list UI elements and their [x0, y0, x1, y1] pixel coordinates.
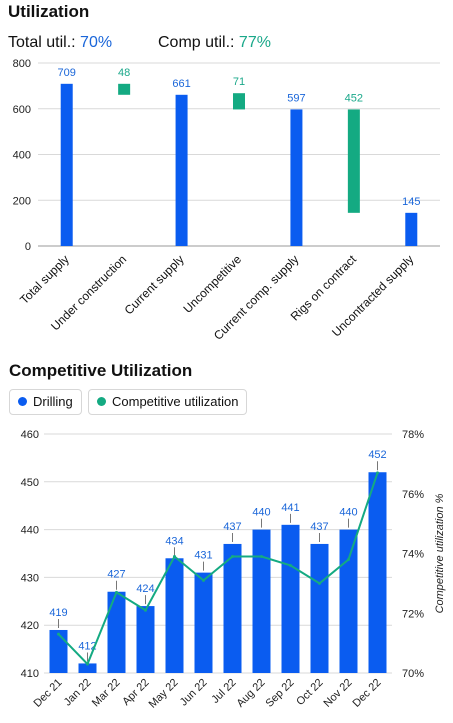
- drilling-data-label: 427: [107, 569, 125, 581]
- drilling-bar: [194, 572, 213, 673]
- y-tick-label: 460: [21, 429, 39, 441]
- drilling-data-label: 452: [368, 449, 386, 461]
- y-tick-label: 440: [21, 525, 39, 537]
- drilling-bar: [281, 524, 300, 673]
- waterfall-bar: [60, 83, 73, 246]
- waterfall-bar: [175, 94, 188, 246]
- legend-drilling-label: Drilling: [33, 394, 73, 409]
- total-util-value: 70%: [80, 34, 113, 51]
- y-tick-label: 600: [13, 104, 31, 116]
- utilization-stats: Total util.: 70% Comp util.: 77%: [8, 34, 448, 56]
- competitive-utilization-point: [202, 578, 205, 582]
- data-label: 71: [233, 76, 245, 88]
- competitive-utilization-point: [289, 563, 292, 567]
- drilling-data-label: 441: [281, 502, 299, 514]
- data-label: 709: [58, 67, 76, 79]
- competitive-utilization-point: [376, 471, 379, 475]
- drilling-bar: [368, 472, 387, 673]
- category-label: Total supply: [17, 252, 72, 307]
- competitive-utilization-point: [115, 590, 118, 594]
- drilling-bar: [252, 529, 271, 673]
- waterfall-bar: [233, 93, 245, 110]
- x-category-label: Nov 22: [321, 677, 354, 710]
- competitive-utilization-point: [173, 554, 176, 558]
- competitive-utilization-point: [318, 581, 321, 585]
- x-category-label: May 22: [147, 677, 181, 711]
- y-tick-label: 800: [13, 58, 31, 70]
- y-tick-label: 0: [25, 241, 31, 253]
- x-category-label: Jun 22: [178, 677, 210, 709]
- competitive-utilization-point: [57, 632, 60, 636]
- y-tick-label: 450: [21, 477, 39, 489]
- drilling-bar: [136, 606, 155, 673]
- data-label: 661: [172, 78, 190, 90]
- comp-util-value: 77%: [238, 34, 271, 51]
- competitive-utilization-point: [86, 662, 89, 666]
- waterfall-bar: [347, 109, 360, 213]
- comp-util-label: Comp util.:: [158, 34, 235, 51]
- drilling-bar: [49, 629, 68, 673]
- total-util-label: Total util.:: [8, 34, 76, 51]
- competitive-utilization-point: [231, 554, 234, 558]
- y2-tick-label: 72%: [402, 608, 424, 620]
- x-category-label: Dec 21: [31, 677, 64, 710]
- drilling-data-label: 424: [136, 583, 154, 595]
- utilization-title: Utilization: [8, 2, 90, 21]
- drilling-data-label: 434: [165, 535, 183, 547]
- drilling-data-label: 437: [223, 521, 241, 533]
- drilling-bar: [107, 591, 126, 673]
- drilling-data-label: 440: [339, 507, 357, 519]
- drilling-data-label: 419: [49, 607, 67, 619]
- y-tick-label: 200: [13, 195, 31, 207]
- competitive-utilization-point: [144, 608, 147, 612]
- y2-tick-label: 76%: [402, 489, 424, 501]
- legend-competitive-utilization-label: Competitive utilization: [112, 394, 239, 409]
- x-category-label: Aug 22: [234, 677, 267, 710]
- data-label: 452: [345, 92, 363, 104]
- comp-util-stat: Comp util.: 77%: [158, 34, 271, 52]
- x-category-label: Dec 22: [350, 677, 383, 710]
- waterfall-bar: [118, 83, 131, 95]
- y2-axis-title: Competitive utilization %: [434, 493, 446, 613]
- competitive-utilization-point: [347, 557, 350, 561]
- drilling-data-label: 440: [252, 507, 270, 519]
- data-label: 145: [402, 196, 420, 208]
- drilling-data-label: 412: [78, 640, 96, 652]
- y-tick-label: 400: [13, 150, 31, 162]
- y-tick-label: 410: [21, 668, 39, 680]
- waterfall-bar: [290, 109, 303, 246]
- x-category-label: Sep 22: [263, 677, 296, 710]
- y2-tick-label: 78%: [402, 429, 424, 441]
- drilling-bar: [310, 543, 329, 673]
- category-label: Current supply: [122, 252, 187, 317]
- drilling-data-label: 437: [310, 521, 328, 533]
- drilling-data-label: 431: [194, 550, 212, 562]
- total-util-stat: Total util.: 70%: [8, 34, 112, 52]
- drilling-bar: [223, 543, 242, 673]
- y2-tick-label: 74%: [402, 549, 424, 561]
- data-label: 597: [287, 92, 305, 104]
- competitive-utilization-point: [260, 554, 263, 558]
- drilling-bar: [339, 529, 358, 673]
- legend-competitive-utilization-toggle[interactable]: Competitive utilization: [88, 389, 248, 415]
- x-category-label: Oct 22: [294, 677, 325, 708]
- x-category-label: Mar 22: [90, 677, 123, 710]
- legend-drilling-toggle[interactable]: Drilling: [9, 389, 82, 415]
- waterfall-bar: [405, 212, 418, 246]
- competitive-utilization-title: Competitive Utilization: [9, 361, 193, 380]
- category-label: Uncompetitive: [180, 252, 244, 316]
- drilling-bar: [78, 663, 97, 673]
- drilling-swatch-icon: [18, 397, 27, 406]
- drilling-bar: [165, 558, 184, 673]
- y-tick-label: 430: [21, 572, 39, 584]
- x-category-label: Jan 22: [62, 677, 94, 709]
- y-tick-label: 420: [21, 620, 39, 632]
- data-label: 48: [118, 67, 130, 79]
- competitive-utilization-chart: 410 420 430 440 450 460 70% 72% 74% 76% 78% Competi…: [21, 429, 446, 711]
- competitive-utilization-line: [57, 472, 379, 666]
- competitive-utilization-swatch-icon: [97, 397, 106, 406]
- y2-tick-label: 70%: [402, 668, 424, 680]
